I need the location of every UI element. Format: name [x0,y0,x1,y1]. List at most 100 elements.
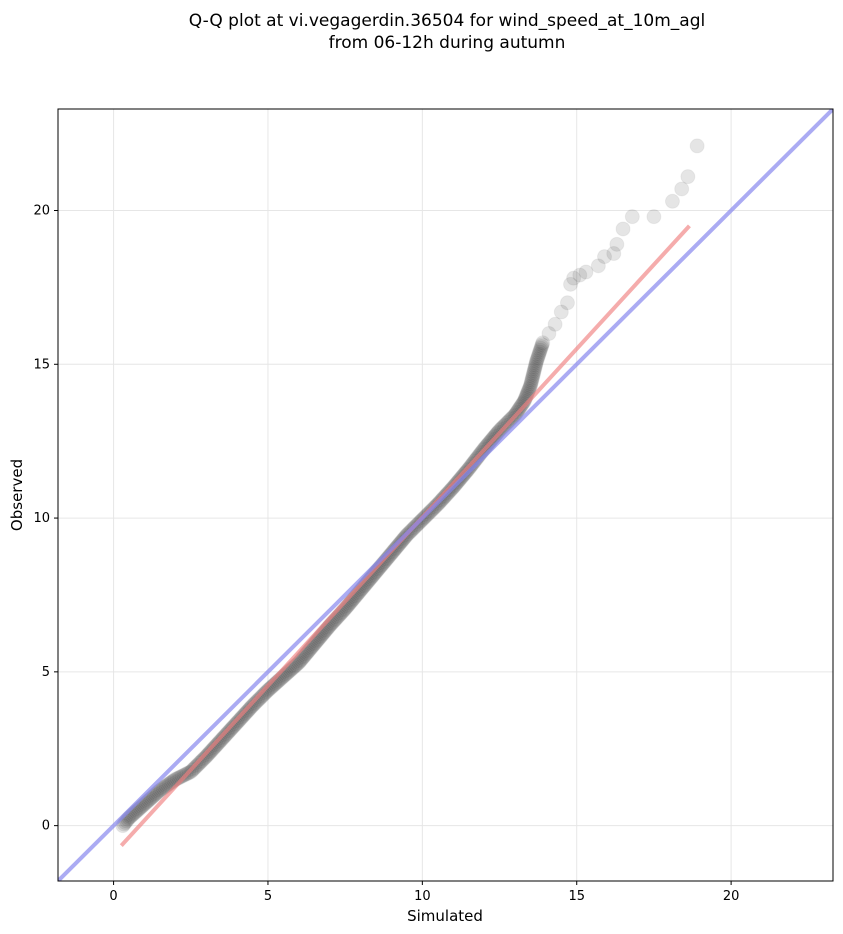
qq-point [228,716,244,732]
qq-point [206,740,222,756]
qq-point [150,784,166,800]
qq-point [535,335,551,351]
x-axis-label: Simulated [407,907,483,925]
qq-point [158,778,174,794]
qq-point [205,741,221,757]
qq-point [252,691,268,707]
qq-point [532,344,548,360]
qq-point [541,326,557,342]
plot-area-frame [57,108,834,882]
x-tick-label: 10 [414,889,431,904]
qq-point [646,209,662,225]
qq-point [201,746,217,762]
qq-point [521,381,537,397]
identity-line [58,109,833,881]
qq-point [534,338,550,354]
qq-point [597,249,613,265]
qq-point [198,748,214,764]
y-axis-label: Observed [8,459,26,531]
qq-point [202,744,218,760]
x-tick-label: 15 [568,889,585,904]
qq-point [210,736,226,752]
qq-point [530,350,546,366]
qq-point [524,372,540,388]
qq-point [216,729,232,745]
qq-point [221,723,237,739]
qq-point [534,337,550,353]
qq-point [559,295,575,311]
qq-point [553,304,569,320]
qq-point [250,692,266,708]
qq-point [214,732,230,748]
qq-point [227,717,243,733]
qq-point [563,276,579,292]
qq-point [527,361,543,377]
qq-point [155,780,171,796]
qq-point [215,730,231,746]
y-tick-label: 10 [33,511,50,526]
qq-point [223,722,239,738]
qq-point [522,380,538,396]
qq-point [526,365,542,381]
qq-point [520,383,536,399]
qq-point [528,355,544,371]
qq-point [664,193,680,209]
y-tick-label: 5 [42,665,50,680]
qq-point [143,790,159,806]
qq-point [527,359,543,375]
qq-point [533,340,549,356]
x-tick-label: 5 [264,889,272,904]
qq-point [522,378,538,394]
qq-point [224,720,240,736]
qq-point [689,138,705,154]
qq-point [531,346,547,362]
qq-point [208,737,224,753]
qq-point [219,726,235,742]
qq-point [203,743,219,759]
qq-point [606,246,622,262]
axis-ticks: 0 5 10 15 20 0 5 10 15 20 [33,203,739,904]
qq-point [249,693,265,709]
qq-point [513,398,529,414]
qq-point [609,236,625,252]
qq-point [578,264,594,280]
qq-point [149,785,165,801]
qq-point [529,351,545,367]
qq-point [220,724,236,740]
qq-point [528,357,544,373]
qq-point [229,715,245,731]
qq-point [199,747,215,763]
qq-point [547,316,563,332]
qq-point [148,786,164,802]
qq-point [145,789,161,805]
qq-point [291,655,307,671]
qq-point [572,267,588,283]
x-tick-label: 20 [723,889,740,904]
qq-point [615,221,631,237]
qq-point [523,376,539,392]
qq-point [157,779,173,795]
qq-point [246,696,262,712]
qq-point [590,258,606,274]
qq-point [525,368,541,384]
qq-point [529,353,545,369]
y-tick-label: 0 [42,819,50,834]
qq-point [207,739,223,755]
y-tick-label: 20 [33,203,50,218]
qq-point [153,781,169,797]
qq-point [532,342,548,358]
qq-point [523,374,539,390]
chart-title-line-1: Q-Q plot at vi.vegagerdin.36504 for wind… [189,11,705,31]
qq-point [526,363,542,379]
x-tick-label: 0 [109,889,117,904]
qq-point [253,689,269,705]
qq-point [212,733,228,749]
qq-point [247,695,263,711]
qq-point [225,719,241,735]
qq-point [211,734,227,750]
qq-point [152,782,168,798]
data-layer [58,109,833,881]
grid-lines [58,109,833,881]
qq-point [524,370,540,386]
